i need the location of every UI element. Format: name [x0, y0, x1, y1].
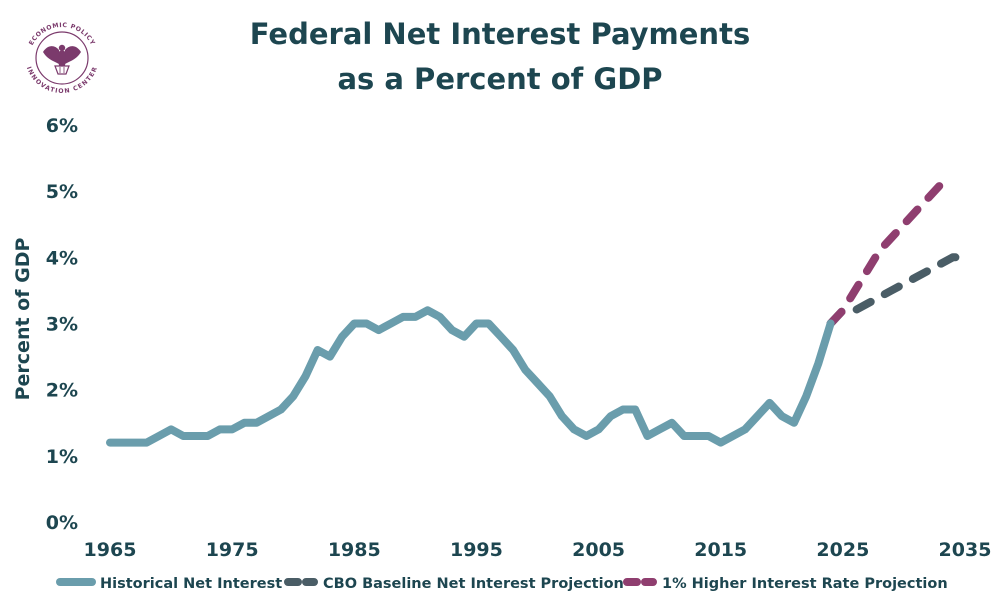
y-tick-labels: 0% 1% 2% 3% 4% 5% 6%: [46, 115, 78, 534]
y-tick-label: 4%: [46, 247, 78, 269]
y-axis-label: Percent of GDP: [12, 238, 34, 401]
x-tick-label: 1995: [450, 539, 503, 561]
y-tick-label: 3%: [46, 314, 78, 336]
series-line-higher-rate: [826, 173, 957, 328]
x-tick-labels: 1965 1975 1985 1995 2005 2015 2025 2035: [84, 539, 992, 561]
eagle-icon: [43, 44, 81, 75]
x-tick-label: 1985: [328, 539, 381, 561]
y-tick-label: 1%: [46, 446, 78, 468]
x-tick-label: 2035: [939, 539, 992, 561]
chart-title-line-1: Federal Net Interest Payments: [250, 17, 750, 51]
x-tick-label: 2025: [816, 539, 869, 561]
x-tick-label: 1975: [206, 539, 259, 561]
chart-title-line-2: as a Percent of GDP: [337, 62, 662, 96]
logo: ECONOMIC POLICY INNOVATION CENTER: [25, 22, 99, 95]
y-tick-label: 0%: [46, 512, 78, 534]
legend-label-cbo-baseline: CBO Baseline Net Interest Projection: [323, 576, 624, 592]
legend: Historical Net Interest CBO Baseline Net…: [56, 576, 948, 592]
y-tick-label: 6%: [46, 115, 78, 137]
series-line-cbo-baseline: [826, 253, 969, 328]
x-tick-label: 2005: [572, 539, 625, 561]
series-line-historical: [106, 306, 835, 447]
legend-item-historical: Historical Net Interest: [56, 576, 282, 592]
legend-label-historical: Historical Net Interest: [100, 576, 282, 592]
legend-item-cbo-baseline: CBO Baseline Net Interest Projection: [284, 576, 624, 592]
x-tick-label: 1965: [84, 539, 137, 561]
legend-item-higher-rate: 1% Higher Interest Rate Projection: [623, 576, 948, 592]
y-tick-label: 5%: [46, 181, 78, 203]
series-lines: [106, 173, 969, 447]
legend-label-higher-rate: 1% Higher Interest Rate Projection: [662, 576, 948, 592]
logo-text-bottom: INNOVATION CENTER: [25, 66, 99, 95]
logo-text-top: ECONOMIC POLICY: [28, 22, 96, 47]
logo-ring-icon: [35, 31, 89, 85]
y-tick-label: 2%: [46, 380, 78, 402]
x-tick-label: 2015: [694, 539, 747, 561]
